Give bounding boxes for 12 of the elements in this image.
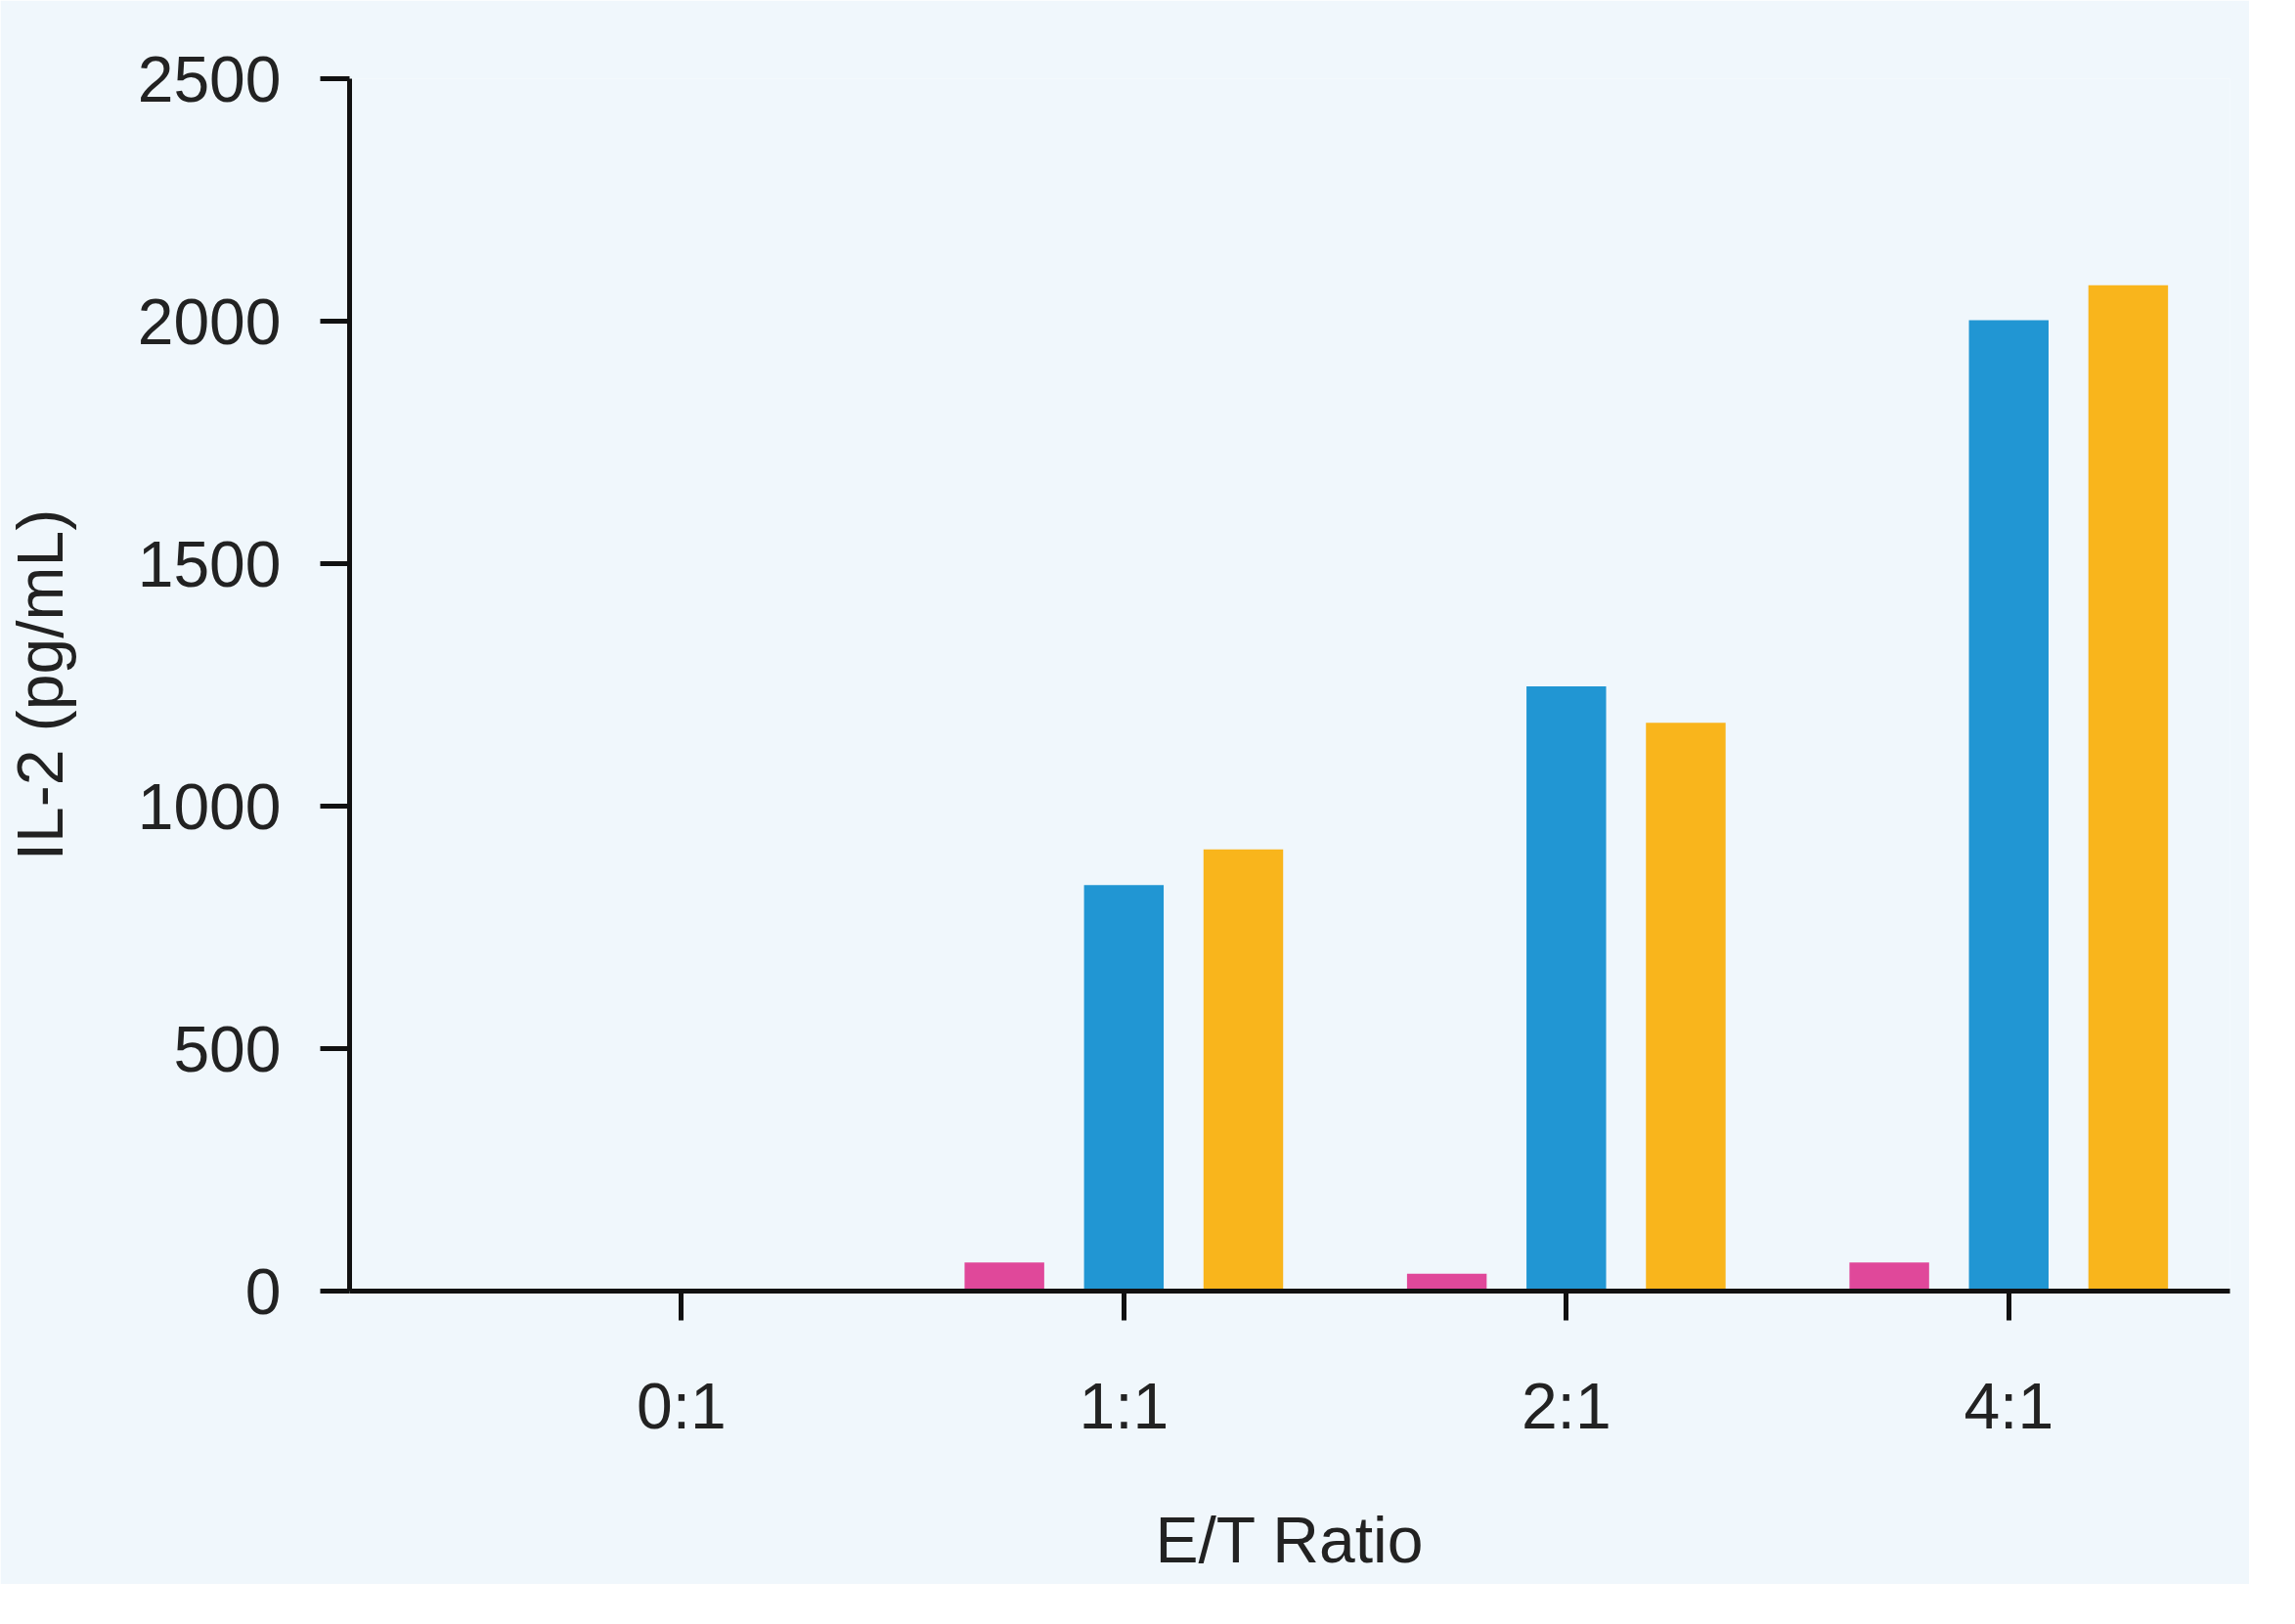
y-tick-label: 1500 xyxy=(137,527,282,600)
y-tick-label: 0 xyxy=(244,1254,282,1328)
y-axis-title: IL-2 (pg/mL) xyxy=(3,508,76,861)
x-tick-label: 1:1 xyxy=(1079,1369,1170,1442)
y-tick-label: 2500 xyxy=(137,42,282,115)
x-axis-title: E/T Ratio xyxy=(1155,1503,1424,1576)
y-tick-label: 500 xyxy=(173,1012,282,1085)
x-tick-label: 2:1 xyxy=(1521,1369,1611,1442)
x-tick-label: 0:1 xyxy=(636,1369,727,1442)
y-tick-label: 2000 xyxy=(137,285,282,358)
x-tick-label: 4:1 xyxy=(1964,1369,2054,1442)
y-tick-label: 1000 xyxy=(137,769,282,843)
